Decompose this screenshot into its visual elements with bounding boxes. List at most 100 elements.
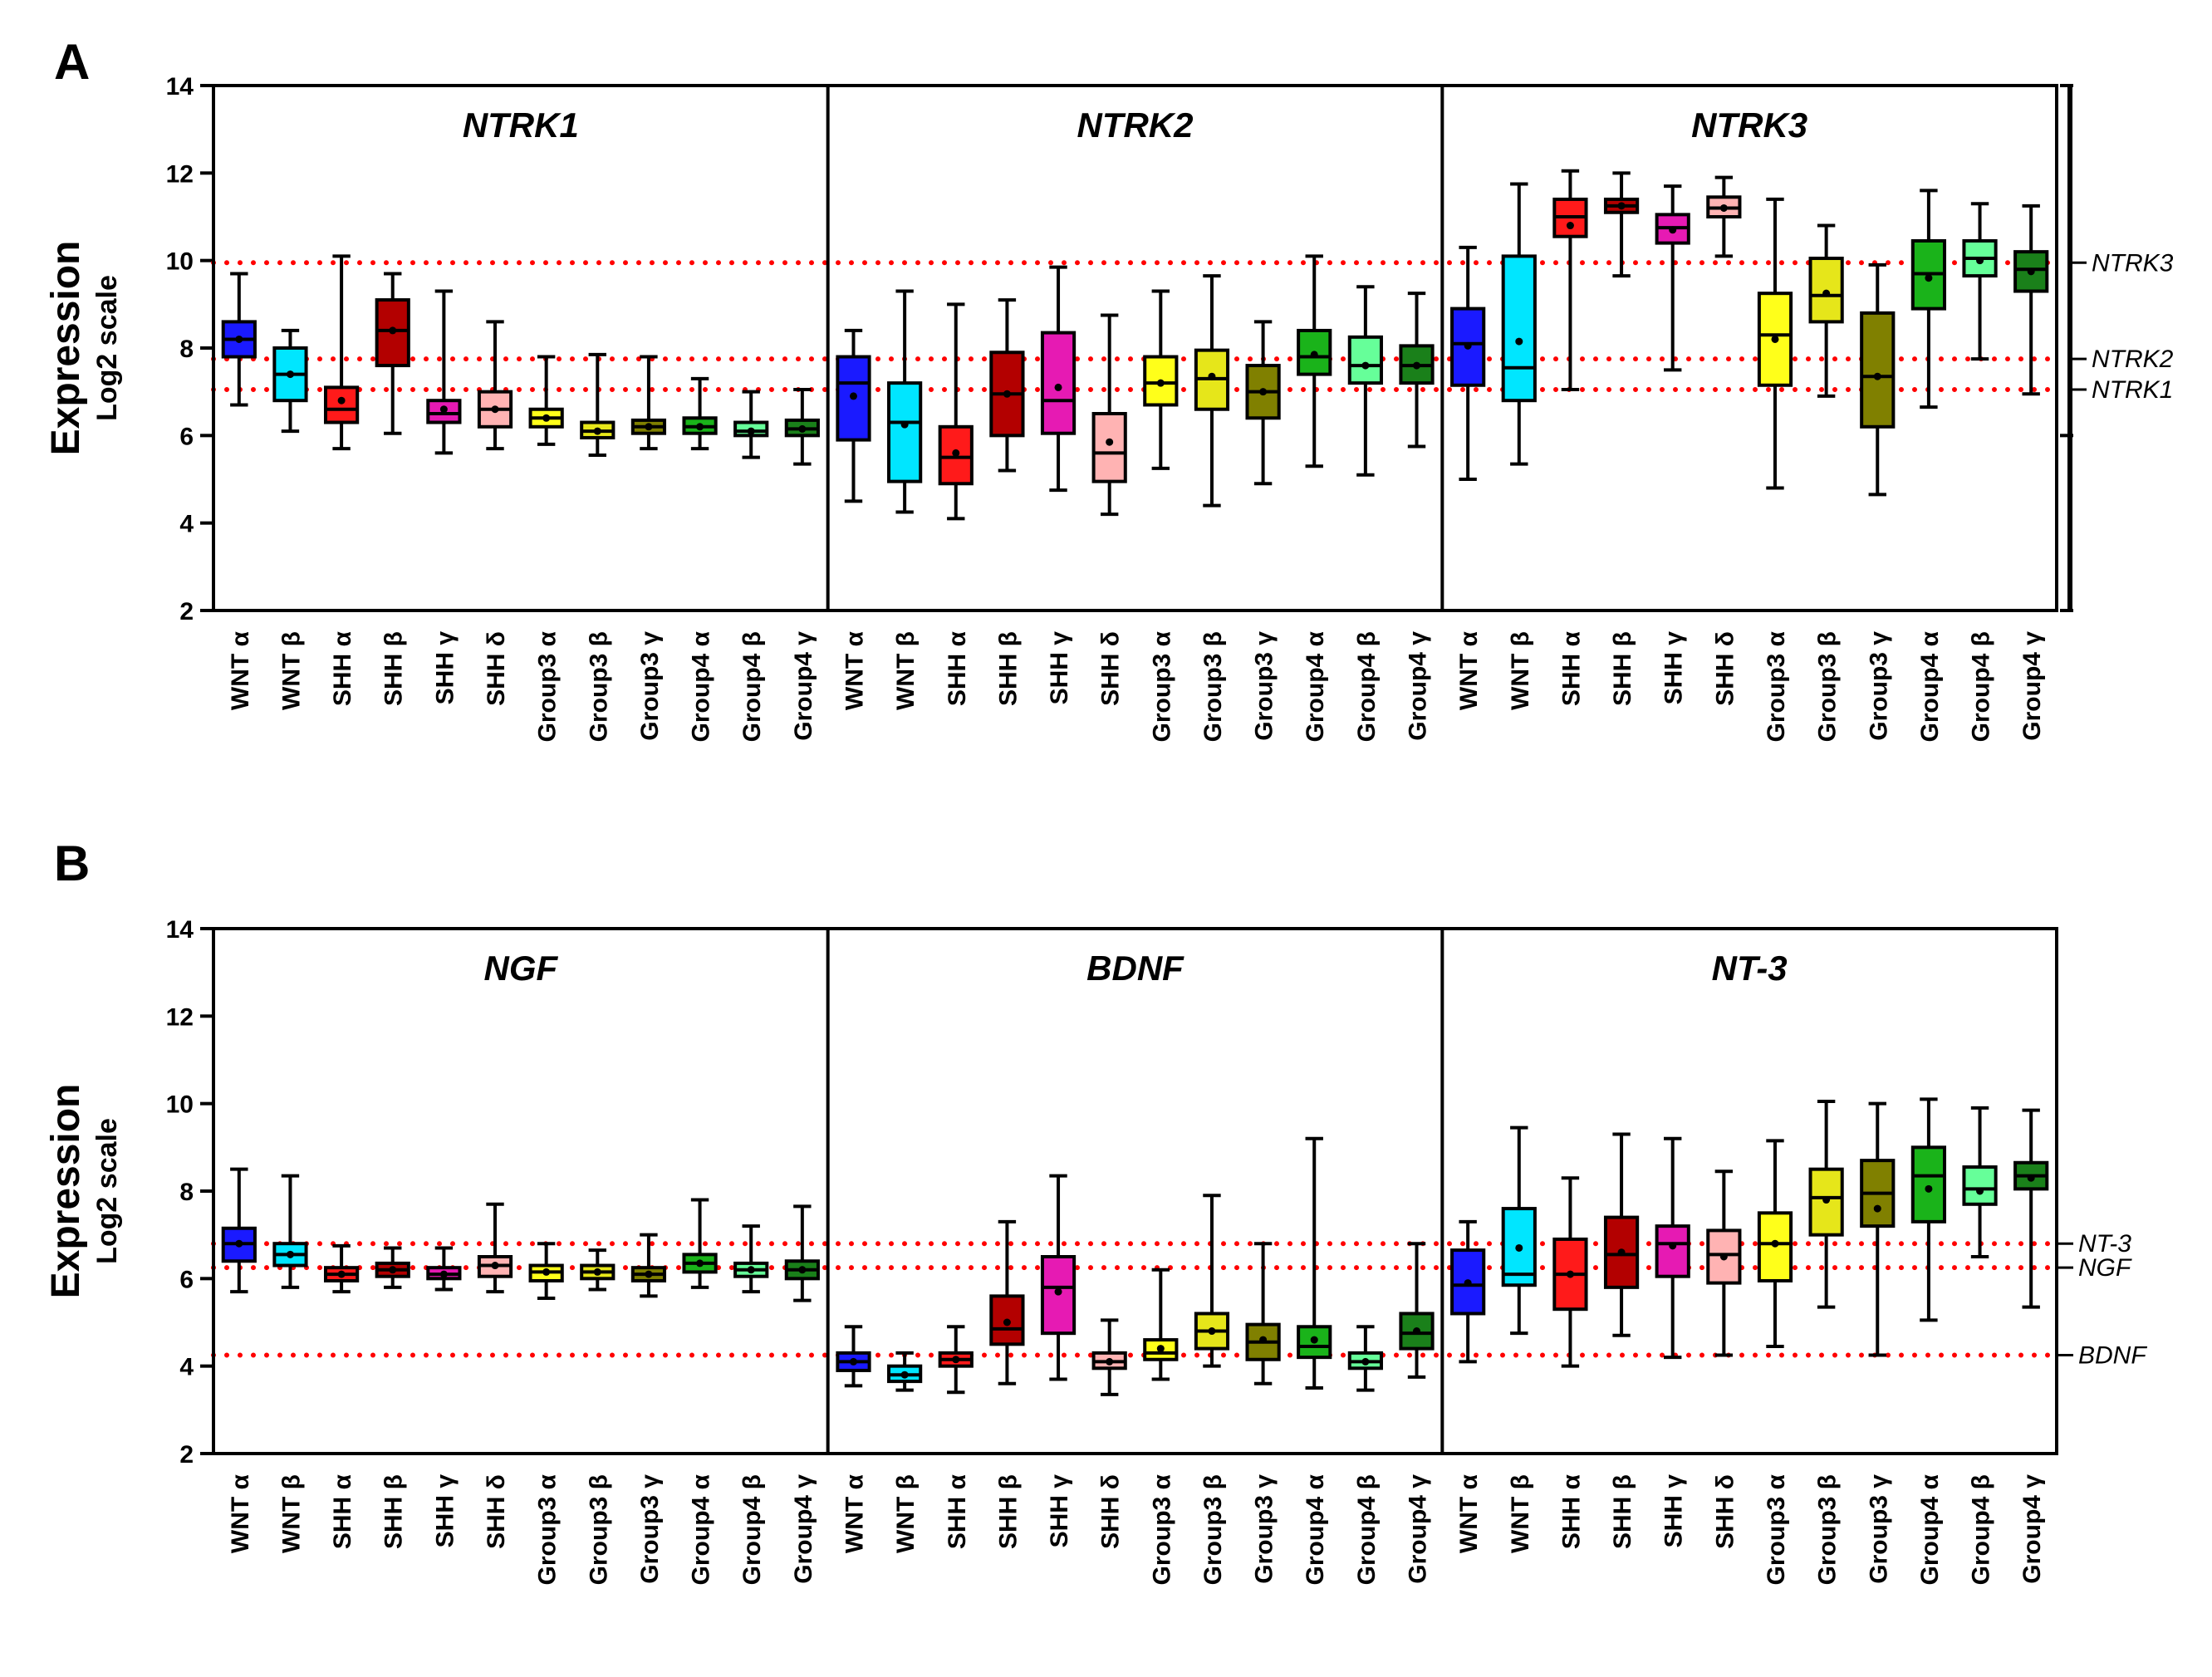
mean-point bbox=[900, 420, 909, 429]
mean-point bbox=[593, 1268, 601, 1276]
category-label: SHH γ bbox=[1046, 631, 1073, 705]
mean-point bbox=[747, 1266, 755, 1274]
y-tick-label: 14 bbox=[166, 73, 194, 101]
box-ntrk2-6 bbox=[1143, 289, 1179, 470]
category-label: Group3 α bbox=[1148, 630, 1175, 742]
mean-point bbox=[645, 1270, 653, 1278]
section-bdnf: BDNF WNT α WNT β SHH α SHH β SHH γ SHH δ Group3… bbox=[836, 949, 1435, 1585]
y-tick-label: 14 bbox=[166, 916, 194, 944]
box-ngf-11 bbox=[784, 1204, 820, 1302]
category-label: Group4 β bbox=[1353, 631, 1381, 742]
box-ngf-1 bbox=[272, 1174, 308, 1289]
box-nt-3-5 bbox=[1706, 1169, 1742, 1357]
box-ngf-4 bbox=[426, 1246, 462, 1292]
box-ntrk1-10 bbox=[733, 390, 769, 459]
mean-point bbox=[1054, 383, 1062, 391]
box-ntrk1-8 bbox=[630, 355, 667, 451]
category-label: Group4 γ bbox=[790, 631, 817, 741]
iqr-box bbox=[2013, 250, 2049, 293]
mean-point bbox=[1566, 222, 1574, 230]
section-ntrk2: NTRK2 WNT α WNT β SHH α SHH β SHH γ SHH δ Group… bbox=[836, 105, 1435, 742]
category-label: WNT α bbox=[841, 1474, 868, 1553]
mean-point bbox=[1873, 372, 1881, 380]
mean-point bbox=[1310, 351, 1318, 359]
box-nt-3-3 bbox=[1603, 1132, 1640, 1337]
iqr-box bbox=[1297, 328, 1332, 376]
mean-point bbox=[2027, 1174, 2035, 1182]
section-title: NGF bbox=[484, 949, 559, 988]
category-label: Group4 γ bbox=[1405, 631, 1432, 741]
iqr-box bbox=[1757, 292, 1793, 387]
category-label: WNT β bbox=[1507, 1474, 1534, 1553]
category-label: WNT α bbox=[841, 630, 868, 710]
box-ntrk3-2 bbox=[1552, 169, 1588, 392]
box-bdnf-5 bbox=[1091, 1318, 1127, 1396]
box-bdnf-10 bbox=[1347, 1325, 1383, 1392]
mean-point bbox=[491, 405, 499, 414]
box-ngf-8 bbox=[630, 1233, 667, 1298]
category-label: SHH α bbox=[1557, 1474, 1585, 1549]
mean-point bbox=[439, 1270, 448, 1278]
reference-label-ntrk3: NTRK3 bbox=[2092, 249, 2174, 277]
box-ntrk1-6 bbox=[528, 355, 564, 446]
category-label: Group4 α bbox=[1302, 630, 1329, 742]
category-label: SHH γ bbox=[431, 631, 459, 705]
box-bdnf-2 bbox=[938, 1325, 974, 1395]
box-ntrk1-5 bbox=[477, 320, 513, 451]
mean-point bbox=[1259, 388, 1268, 396]
mean-point bbox=[491, 1262, 499, 1270]
mean-point bbox=[337, 396, 346, 405]
box-ngf-10 bbox=[733, 1224, 769, 1294]
y-tick-label: 4 bbox=[179, 511, 194, 538]
mean-point bbox=[1771, 1239, 1779, 1248]
mean-point bbox=[2027, 267, 2035, 276]
section-title: NTRK3 bbox=[1691, 105, 1807, 145]
y-tick-label: 8 bbox=[179, 1179, 194, 1206]
y-tick-label: 2 bbox=[179, 598, 194, 625]
category-label: SHH δ bbox=[1711, 1474, 1739, 1549]
mean-point bbox=[1156, 1345, 1165, 1353]
mean-point bbox=[798, 424, 807, 433]
mean-point bbox=[849, 1357, 857, 1366]
box-bdnf-7 bbox=[1194, 1194, 1230, 1368]
mean-point bbox=[542, 414, 551, 422]
box-bdnf-6 bbox=[1143, 1268, 1179, 1381]
box-ntrk3-1 bbox=[1501, 182, 1537, 466]
category-label: Group3 α bbox=[534, 1474, 562, 1585]
box-bdnf-8 bbox=[1245, 1242, 1281, 1385]
category-label: SHH β bbox=[1609, 631, 1636, 706]
section-title: NTRK1 bbox=[463, 105, 579, 145]
mean-point bbox=[286, 1250, 294, 1258]
mean-point bbox=[1617, 1248, 1626, 1257]
category-label: WNT α bbox=[1455, 630, 1483, 710]
category-label: SHH δ bbox=[483, 1474, 510, 1549]
box-ntrk2-4 bbox=[1040, 265, 1077, 493]
section-ngf: NGF WNT α WNT β SHH α SHH β SHH γ SHH δ Group3 … bbox=[221, 949, 820, 1585]
plot-frame bbox=[212, 927, 2058, 1455]
mean-point bbox=[1925, 274, 1933, 282]
category-label: SHH β bbox=[994, 631, 1022, 706]
mean-point bbox=[747, 427, 755, 435]
category-label: Group3 β bbox=[1199, 631, 1227, 742]
panel-letter: B bbox=[54, 836, 90, 891]
iqr-box bbox=[1040, 331, 1077, 435]
box-nt-3-2 bbox=[1552, 1176, 1588, 1368]
box-ntrk3-11 bbox=[2013, 203, 2049, 396]
box-ngf-7 bbox=[580, 1248, 616, 1292]
box-ntrk1-4 bbox=[426, 289, 462, 455]
box-bdnf-1 bbox=[887, 1351, 923, 1392]
box-ntrk1-0 bbox=[221, 272, 257, 407]
category-label: Group3 β bbox=[1814, 631, 1842, 742]
mean-point bbox=[696, 423, 704, 431]
category-label: WNT β bbox=[277, 631, 305, 710]
category-label: Group4 γ bbox=[790, 1474, 817, 1584]
category-label: WNT β bbox=[277, 1474, 305, 1553]
box-ntrk3-5 bbox=[1706, 175, 1742, 258]
category-label: WNT α bbox=[1455, 1474, 1483, 1553]
y-axis-subtitle: Log2 scale bbox=[91, 1118, 123, 1264]
category-label: Group3 β bbox=[585, 631, 612, 742]
box-ntrk3-0 bbox=[1450, 245, 1486, 481]
category-label: SHH α bbox=[944, 630, 971, 706]
category-label: SHH γ bbox=[1046, 1474, 1073, 1548]
plot-frame bbox=[212, 84, 2058, 612]
